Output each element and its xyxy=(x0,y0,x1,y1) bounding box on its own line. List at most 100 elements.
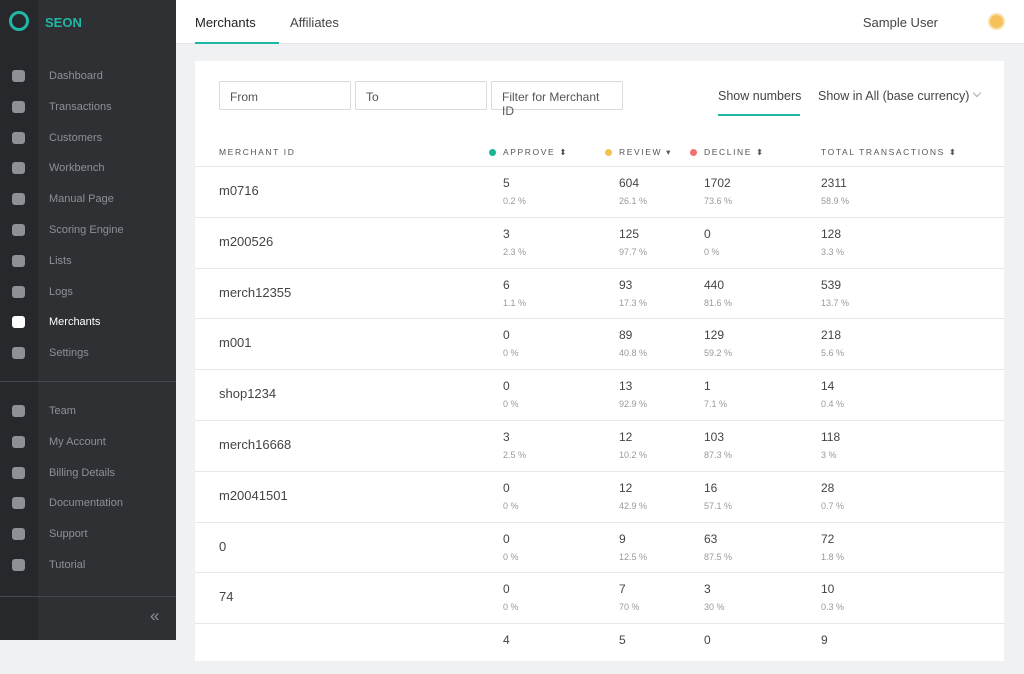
nav-item[interactable]: Customers xyxy=(0,123,176,154)
user-name[interactable]: Sample User xyxy=(862,15,938,30)
collapse-button[interactable]: « xyxy=(150,606,160,625)
nav-item[interactable]: Merchants xyxy=(0,307,176,338)
nav-icon xyxy=(12,193,25,206)
percentage: 3.3 % xyxy=(821,246,845,257)
sort-icon[interactable]: ⬍ xyxy=(948,147,958,157)
nav-item[interactable]: Scoring Engine xyxy=(0,215,176,246)
logo-icon xyxy=(9,11,29,31)
header-label: REVIEW xyxy=(619,147,663,157)
nav-item[interactable]: Settings xyxy=(0,338,176,369)
nav-label: Support xyxy=(49,528,88,541)
tab[interactable]: Affiliates xyxy=(290,15,339,30)
nav-item[interactable]: My Account xyxy=(0,427,176,458)
merchant-filter[interactable]: Filter for Merchant ID xyxy=(491,81,623,118)
table-row[interactable]: m0716 5 0.2 % 604 26.1 % 1702 73.6 % 2311 58.9 % xyxy=(195,166,1004,217)
top-bar: Sample User Merchants Affiliates xyxy=(176,0,1024,44)
nav-label: Team xyxy=(49,405,76,417)
count: 0 xyxy=(704,226,711,241)
status-dot xyxy=(690,149,697,156)
nav-label: My Account xyxy=(49,435,106,448)
table-row[interactable]: m001 0 0 % 89 40.8 % 129 59.2 % 218 5.6 % xyxy=(195,318,1004,369)
percentage: 0 % xyxy=(503,348,519,359)
count: 10 xyxy=(821,582,835,597)
nav-item[interactable]: Tutorial xyxy=(0,550,176,581)
nav-item[interactable]: Manual Page xyxy=(0,184,176,215)
nav-item[interactable]: Support xyxy=(0,519,176,550)
nav-label: Customers xyxy=(49,131,103,144)
count: 4 xyxy=(503,633,510,648)
percentage: 40.8 % xyxy=(619,348,648,359)
percentage: 5.6 % xyxy=(821,348,845,359)
merchant-card: From To Filter for Merchant ID Show numb… xyxy=(195,61,1004,661)
tab[interactable]: Merchants xyxy=(195,15,256,30)
nav-label: Documentation xyxy=(49,497,123,510)
count: 1702 xyxy=(704,176,731,190)
percentage: 0.4 % xyxy=(821,399,845,410)
nav-icon xyxy=(12,347,25,360)
nav-item[interactable]: Billing Details xyxy=(0,458,176,489)
table-row[interactable]: 74 0 0 % 7 70 % 3 30 % 10 0.3 % xyxy=(195,572,1004,623)
count: 0 xyxy=(503,531,510,546)
table-row[interactable]: merch12355 6 1.1 % 93 17.3 % 440 81.6 % 539 13.7… xyxy=(195,267,1004,319)
nav-item[interactable]: Workbench xyxy=(0,153,176,184)
nav-item[interactable]: Logs xyxy=(0,277,176,308)
nav-item[interactable]: Lists xyxy=(0,246,176,277)
nav-icon xyxy=(12,100,25,113)
count: 0 xyxy=(704,633,711,648)
toggle-underline xyxy=(718,114,800,116)
sort-icon[interactable]: ⬍ xyxy=(756,147,765,157)
nav-label: Billing Details xyxy=(49,466,116,479)
percentage: 26.1 % xyxy=(619,196,648,206)
column-header[interactable]: REVIEW ▾ xyxy=(605,147,672,158)
merchant-id: m0716 xyxy=(219,183,259,198)
nav-label: Tutorial xyxy=(49,559,86,571)
merchant-id: m20041501 xyxy=(219,487,288,503)
merchant-id: m200526 xyxy=(219,233,274,249)
currency-select[interactable]: Show in All (base currency) xyxy=(818,89,970,103)
count: 440 xyxy=(704,277,725,292)
percentage: 10.2 % xyxy=(619,450,648,460)
nav-label: Dashboard xyxy=(49,70,103,82)
table-row[interactable]: 0 0 0 % 9 12.5 % 63 87.5 % 72 1.8 % xyxy=(195,521,1004,573)
column-header[interactable]: TOTAL TRANSACTIONS ⬍ xyxy=(821,147,958,158)
percentage: 2.3 % xyxy=(503,246,527,257)
to-input[interactable]: To xyxy=(355,81,487,110)
nav-item[interactable]: Documentation xyxy=(0,488,176,519)
sort-icon[interactable]: ▾ xyxy=(666,147,673,157)
percentage: 3 % xyxy=(821,450,837,460)
count: 5 xyxy=(503,176,510,190)
user-avatar[interactable] xyxy=(988,13,1005,30)
table-row[interactable]: m20041501 0 0 % 12 42.9 % 16 57.1 % 28 0.7 % xyxy=(195,470,1004,522)
count: 0 xyxy=(503,328,510,343)
table-row[interactable]: 4 5 0 9 xyxy=(195,623,1004,674)
nav-icon xyxy=(12,254,25,267)
count: 1 xyxy=(704,379,711,394)
nav-label: Workbench xyxy=(49,162,105,175)
column-header[interactable]: DECLINE ⬍ xyxy=(690,147,765,158)
percentage: 70 % xyxy=(619,602,640,613)
percentage: 1.1 % xyxy=(503,297,527,308)
table-row[interactable]: shop1234 0 0 % 13 92.9 % 1 7.1 % 14 0.4 % xyxy=(195,369,1004,420)
nav-label: Transactions xyxy=(49,100,112,113)
count: 218 xyxy=(821,328,842,343)
count: 6 xyxy=(503,277,510,292)
nav-item[interactable]: Team xyxy=(0,396,176,427)
count: 63 xyxy=(704,531,718,546)
show-numbers-toggle[interactable]: Show numbers xyxy=(718,89,802,103)
nav-item[interactable]: Dashboard xyxy=(0,61,176,92)
nav-icon xyxy=(12,528,25,541)
percentage: 87.5 % xyxy=(704,551,733,562)
count: 128 xyxy=(821,226,842,241)
percentage: 1.8 % xyxy=(821,551,845,562)
count: 604 xyxy=(619,176,640,190)
sort-icon[interactable]: ⬍ xyxy=(559,147,569,157)
percentage: 57.1 % xyxy=(704,500,733,511)
nav-item[interactable]: Transactions xyxy=(0,92,176,123)
nav-icon xyxy=(12,316,25,329)
table-row[interactable]: m200526 3 2.3 % 125 97.7 % 0 0 % 128 3.3 % xyxy=(195,216,1004,268)
table-row[interactable]: merch16668 3 2.5 % 12 10.2 % 103 87.3 % 118 3 % xyxy=(195,420,1004,471)
count: 0 xyxy=(503,582,510,597)
column-header[interactable]: APPROVE ⬍ xyxy=(489,147,568,158)
from-input[interactable]: From xyxy=(219,81,351,110)
count: 14 xyxy=(821,379,835,394)
